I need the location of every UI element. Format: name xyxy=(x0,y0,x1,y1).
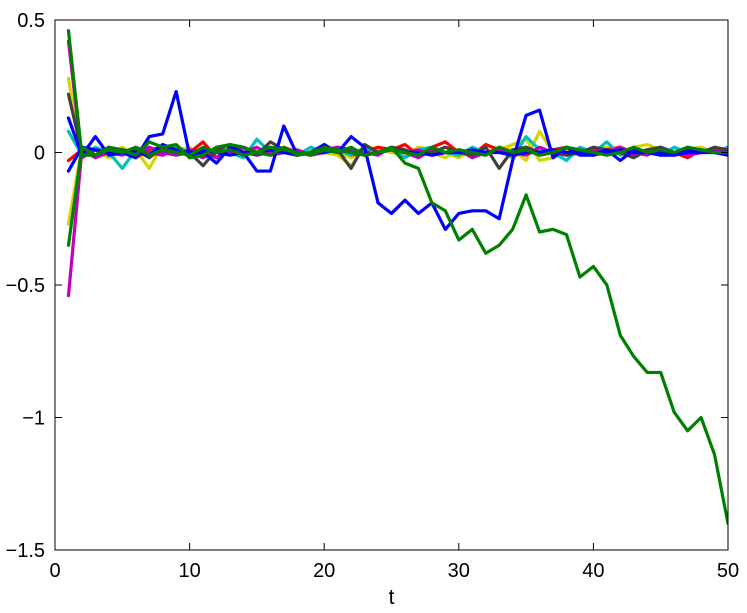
series-line-5 xyxy=(66,145,728,298)
series-line-11 xyxy=(66,29,728,526)
x-tick-label: 50 xyxy=(717,560,739,582)
x-tick-label: 40 xyxy=(582,560,604,582)
x-tick-label: 0 xyxy=(49,560,60,582)
y-tick-label: 0 xyxy=(34,143,45,165)
series-line-10 xyxy=(66,145,728,247)
ticks-group: 0 10 20 30 40 50 −1.5 −1 −0.5 0 0.5 xyxy=(6,10,740,582)
y-tick-label: −0.5 xyxy=(6,275,45,297)
series-line-6 xyxy=(66,39,728,160)
series-group xyxy=(66,29,728,526)
y-tick-label: 0.5 xyxy=(17,10,45,32)
y-tick-label: −1.5 xyxy=(6,540,45,562)
y-tick-label: −1 xyxy=(22,408,45,430)
x-tick-label: 10 xyxy=(178,560,200,582)
x-tick-label: 20 xyxy=(313,560,335,582)
x-axis-title: t xyxy=(389,586,395,609)
x-tick-label: 30 xyxy=(448,560,470,582)
series-line-8 xyxy=(66,89,728,231)
plot-frame xyxy=(54,19,729,551)
